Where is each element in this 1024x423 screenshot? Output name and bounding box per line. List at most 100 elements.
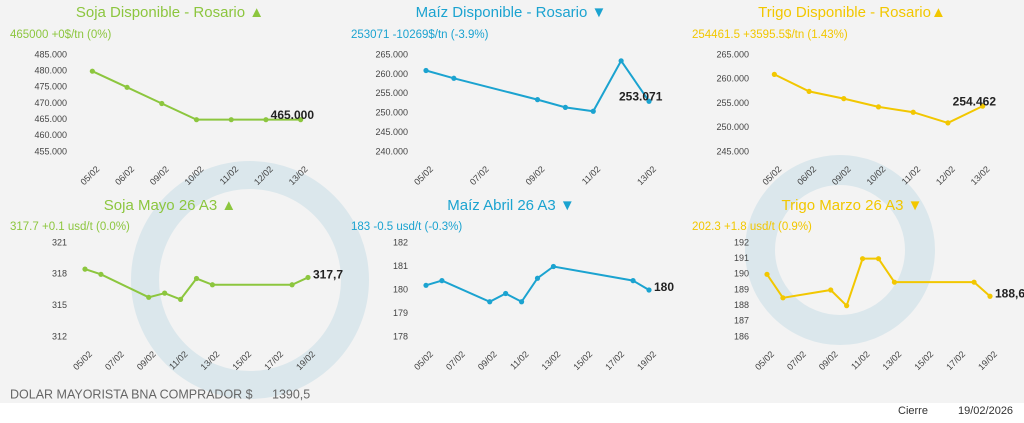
point — [910, 109, 916, 115]
y-tick-label: 191 — [734, 253, 749, 263]
point — [806, 88, 812, 94]
point — [646, 287, 652, 293]
y-tick-label: 318 — [52, 269, 67, 279]
y-tick-label: 190 — [734, 269, 749, 279]
y-tick-label: 480.000 — [34, 66, 67, 76]
chart-title: Maíz Disponible - Rosario ▼ — [416, 4, 607, 21]
point — [971, 279, 977, 285]
y-tick-label: 188 — [734, 300, 749, 310]
y-tick-label: 189 — [734, 284, 749, 294]
close-date: 19/02/2026 — [958, 405, 1013, 417]
point — [945, 120, 951, 126]
point — [439, 278, 445, 284]
chart-title: Trigo Disponible - Rosario▲ — [758, 4, 946, 21]
y-tick-label: 180 — [393, 284, 408, 294]
point — [891, 279, 898, 285]
chart-title: Trigo Marzo 26 A3 ▼ — [781, 197, 922, 214]
point — [590, 108, 596, 114]
chart-subtitle: 317.7 +0.1 usd/t (0.0%) — [10, 221, 130, 233]
value-label: 254.462 — [953, 94, 997, 108]
point — [980, 103, 986, 109]
footer-label: DOLAR MAYORISTA BNA COMPRADOR $ — [10, 387, 253, 401]
point — [562, 104, 568, 110]
y-tick-label: 321 — [52, 237, 67, 247]
point — [771, 71, 777, 77]
point — [305, 274, 311, 281]
point — [780, 295, 786, 301]
y-tick-label: 245.000 — [375, 127, 408, 137]
point — [124, 84, 130, 90]
y-tick-label: 260.000 — [375, 69, 408, 79]
y-tick-label: 255.000 — [716, 98, 749, 108]
point — [89, 68, 95, 74]
y-tick-label: 182 — [393, 237, 408, 247]
point — [451, 75, 457, 81]
point — [193, 275, 200, 282]
y-tick-label: 255.000 — [375, 88, 408, 98]
point — [841, 96, 847, 102]
point — [228, 117, 234, 123]
point — [630, 278, 636, 284]
y-tick-label: 475.000 — [34, 82, 67, 92]
y-tick-label: 187 — [734, 316, 749, 326]
point — [159, 100, 165, 107]
point — [209, 282, 216, 288]
point — [875, 256, 882, 262]
y-tick-label: 312 — [52, 331, 67, 341]
y-tick-label: 178 — [393, 331, 408, 341]
point — [764, 271, 770, 277]
point — [828, 287, 834, 293]
y-tick-label: 245.000 — [716, 146, 749, 156]
y-tick-label: 181 — [393, 261, 408, 271]
point — [518, 299, 525, 305]
y-tick-label: 470.000 — [34, 98, 67, 108]
chart-title: Soja Mayo 26 A3 ▲ — [104, 197, 236, 214]
y-tick-label: 265.000 — [716, 49, 749, 59]
y-tick-label: 265.000 — [375, 49, 408, 59]
y-tick-label: 186 — [734, 331, 749, 341]
value-label: 253.071 — [619, 89, 663, 103]
point — [82, 266, 88, 272]
point — [875, 104, 882, 110]
y-tick-label: 455.000 — [34, 146, 67, 156]
y-tick-label: 240.000 — [375, 146, 408, 156]
point — [193, 117, 200, 123]
y-tick-label: 460.000 — [34, 130, 67, 140]
watermark — [131, 161, 369, 399]
chart-title: Maíz Abril 26 A3 ▼ — [447, 197, 574, 214]
close-label: Cierre — [898, 405, 928, 417]
y-tick-label: 250.000 — [375, 108, 408, 118]
point — [550, 263, 557, 270]
point — [177, 296, 184, 302]
point — [263, 117, 269, 123]
point — [487, 299, 493, 305]
value-label: 180 — [654, 280, 674, 294]
y-tick-label: 465.000 — [34, 114, 67, 124]
footer-value: 1390,5 — [272, 387, 310, 401]
point — [298, 117, 304, 123]
point — [423, 282, 429, 288]
point — [162, 290, 168, 296]
point — [503, 290, 509, 297]
chart-subtitle: 254461.5 +3595.5$/tn (1.43%) — [692, 29, 848, 41]
y-tick-label: 485.000 — [34, 49, 67, 59]
point — [534, 97, 541, 103]
y-tick-label: 179 — [393, 308, 408, 318]
point — [423, 67, 429, 74]
point — [98, 271, 104, 277]
point — [289, 282, 295, 288]
watermark — [745, 155, 935, 345]
y-tick-label: 250.000 — [716, 122, 749, 132]
chart-subtitle: 465000 +0$/tn (0%) — [10, 29, 112, 41]
point — [844, 303, 850, 309]
value-label: 317,7 — [313, 268, 343, 282]
y-tick-label: 260.000 — [716, 74, 749, 84]
chart-subtitle: 183 -0.5 usd/t (-0.3%) — [351, 221, 462, 233]
point — [534, 275, 541, 281]
point — [146, 294, 152, 300]
value-label: 188,6 — [995, 286, 1024, 300]
chart-subtitle: 253071 -10269$/tn (-3.9%) — [351, 29, 489, 41]
y-tick-label: 192 — [734, 237, 749, 247]
point — [859, 256, 866, 262]
